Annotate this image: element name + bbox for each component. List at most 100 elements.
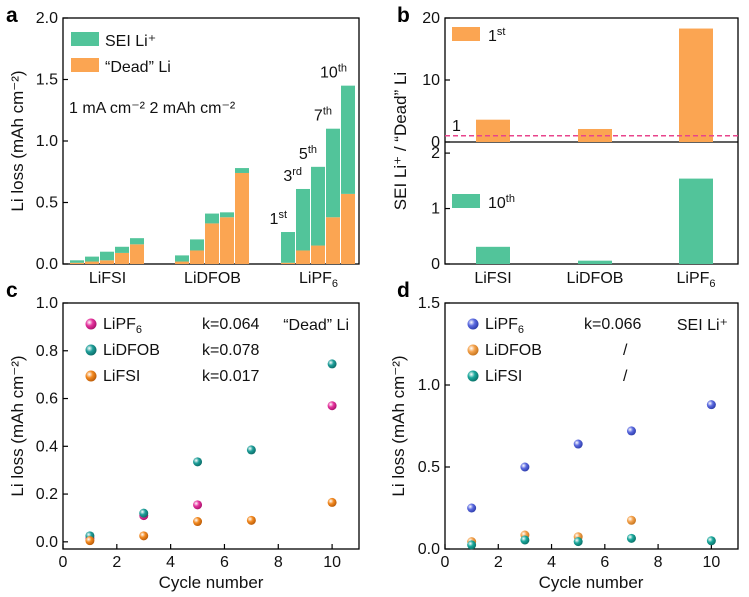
panel-b-category-labels: LiFSI LiDFOB LiPF6	[474, 270, 715, 290]
point-lipf-3	[520, 462, 530, 472]
bar-dead-lifsi-2	[100, 260, 114, 264]
point-lidfob-7	[246, 445, 256, 455]
point-lidfob-7	[626, 515, 636, 525]
point-lipf-10	[327, 401, 337, 411]
legend-marker-lifsi	[85, 370, 97, 382]
x-tick-label: 8	[274, 554, 283, 571]
panel-a-y-title: Li loss (mAh cm⁻²)	[8, 70, 27, 211]
panel-b-letter: b	[397, 4, 410, 27]
y-tick-label-top: 0	[431, 134, 440, 151]
point-lidfob-3	[139, 508, 149, 518]
cycle-label-3rd: 3rd	[283, 166, 302, 185]
cycle-label-10th: 10th	[320, 63, 347, 82]
point-lidfob-5	[193, 457, 203, 467]
slope-label-lifsi: /	[623, 368, 628, 385]
group-label-lidfob: LiDFOB	[184, 270, 241, 287]
bar-dead-lifsi-0	[70, 262, 84, 264]
legend-dead-label: “Dead” Li	[105, 59, 171, 76]
cycle-label-1st: 1st	[270, 209, 287, 228]
bar-dead-lidfob-2	[205, 223, 219, 264]
y-tick-label-bottom: 2	[431, 145, 440, 162]
panel-a-group-labels: LiFSI LiDFOB LiPF6	[89, 270, 338, 290]
panel-c-ticks: 0 2 4 6 8 10 0.0 0.2 0.4 0.6 0.8 1.0	[36, 295, 341, 571]
point-lifsi-10	[327, 497, 337, 507]
category-label-lidfob: LiDFOB	[567, 270, 624, 287]
x-tick-label: 0	[441, 554, 450, 571]
point-lipf-5	[193, 500, 203, 510]
bar-sei-lifsi-0	[70, 260, 84, 263]
point-lifsi-1	[85, 536, 95, 546]
slope-label-lipf: k=0.064	[202, 316, 259, 333]
x-tick-label: 8	[654, 554, 663, 571]
panel-a-letter: a	[6, 4, 18, 27]
y-tick-label-top: 20	[422, 10, 440, 27]
point-lidfob-10	[327, 359, 337, 369]
bar-10th-lipf	[679, 178, 713, 264]
bar-sei-lipf-3	[326, 128, 340, 218]
y-tick-label: 2.0	[36, 10, 58, 27]
ratio-one-label: 1	[452, 118, 461, 135]
legend-marker-lipf	[85, 318, 97, 330]
legend-marker-lipf	[467, 318, 479, 330]
y-tick-label: 0.5	[418, 459, 440, 476]
y-tick-label-top: 10	[422, 72, 440, 89]
bar-dead-lipf-1	[296, 250, 310, 264]
panel-c-title: “Dead” Li	[283, 317, 349, 334]
cycle-label-5th: 5th	[299, 144, 317, 163]
bar-dead-lipf-3	[326, 217, 340, 264]
legend-dead-swatch	[71, 58, 99, 72]
panel-c-y-title: Li loss (mAh cm⁻²)	[8, 355, 27, 496]
x-tick-label: 2	[494, 554, 503, 571]
bar-dead-lidfob-4	[235, 172, 249, 264]
legend-sei-swatch	[71, 32, 99, 46]
y-tick-label: 1.0	[36, 133, 58, 150]
bar-1st-lipf	[679, 28, 713, 142]
bar-dead-lidfob-0	[175, 261, 189, 264]
bar-sei-lidfob-4	[235, 168, 249, 173]
legend-label-lifsi: LiFSI	[485, 368, 522, 385]
y-tick-label: 0.8	[36, 343, 58, 360]
bar-sei-lidfob-0	[175, 255, 189, 262]
y-tick-label: 0.6	[36, 391, 58, 408]
bar-dead-lifsi-1	[85, 261, 99, 264]
panel-b-bars	[476, 28, 713, 264]
bar-dead-lidfob-3	[220, 217, 234, 264]
panel-d-y-title: Li loss (mAh cm⁻²)	[389, 355, 408, 496]
panel-c: c 0 2 4 6 8 10 0.0 0.2 0.4 0.6 0.8 1.0 Cycle number…	[6, 279, 360, 592]
slope-label-lifsi: k=0.017	[202, 368, 259, 385]
panel-d-title: SEI Li⁺	[677, 317, 728, 334]
panel-b-y-title: SEI Li⁺ / “Dead” Li	[391, 72, 410, 210]
legend-marker-lidfob	[85, 344, 97, 356]
bar-dead-lidfob-1	[190, 250, 204, 264]
panel-d: d 0 2 4 6 8 10 0.0 0.5 1.0 1.5 Cycle number Li lo…	[389, 279, 739, 592]
panel-a: a 0.0 0.5 1.0 1.5 2.0 Li loss (mAh cm⁻²) SEI…	[6, 4, 360, 290]
group-label-lifsi: LiFSI	[89, 270, 126, 287]
point-lipf-5	[573, 439, 583, 449]
legend-10th-swatch	[452, 194, 480, 208]
point-lifsi-7	[626, 533, 636, 543]
x-tick-label: 6	[220, 554, 229, 571]
slope-label-lipf: k=0.066	[584, 316, 641, 333]
panel-d-frame	[444, 302, 739, 550]
panel-d-letter: d	[397, 279, 410, 302]
y-tick-label: 0.4	[36, 438, 58, 455]
y-tick-label: 0.5	[36, 195, 58, 212]
y-tick-label: 1.5	[36, 72, 58, 89]
bar-10th-lidfob	[578, 260, 612, 264]
slope-label-lidfob: k=0.078	[202, 342, 259, 359]
panel-d-points	[467, 400, 716, 550]
bar-1st-lidfob	[578, 128, 612, 142]
panel-b-y-ticks: 0 10 20 0 1 2	[422, 10, 450, 273]
legend-label-lipf: LiPF6	[103, 316, 142, 336]
panel-a-y-ticks: 0.0 0.5 1.0 1.5 2.0	[36, 10, 68, 273]
bar-sei-lidfob-3	[220, 212, 234, 218]
panel-c-letter: c	[6, 279, 18, 302]
panel-c-points	[85, 359, 337, 546]
bar-sei-lifsi-2	[100, 251, 114, 261]
x-tick-label: 4	[547, 554, 556, 571]
point-lipf-7	[626, 426, 636, 436]
bar-sei-lipf-1	[296, 188, 310, 251]
bar-10th-lifsi	[476, 246, 510, 264]
